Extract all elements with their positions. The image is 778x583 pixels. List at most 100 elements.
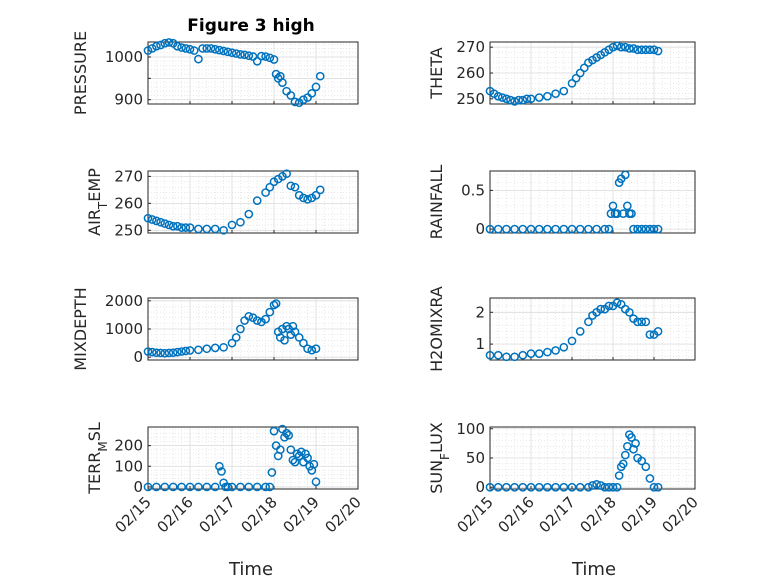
data-point — [286, 445, 296, 455]
x-tick-label: 02/18 — [577, 493, 620, 536]
data-point — [604, 482, 614, 492]
data-point — [164, 38, 174, 47]
data-point — [543, 224, 552, 234]
data-point — [518, 224, 528, 234]
data-point — [596, 481, 606, 490]
data-point — [604, 301, 614, 311]
data-point — [219, 46, 228, 56]
data-point — [210, 44, 220, 54]
data-point — [575, 327, 585, 336]
data-point — [608, 42, 618, 52]
data-point — [559, 224, 569, 234]
x-tick-label: 02/16 — [495, 493, 538, 536]
data-point — [514, 95, 524, 105]
y-tick-label: 0 — [475, 478, 485, 496]
data-point — [584, 482, 593, 492]
data-point — [633, 317, 642, 327]
data-point — [143, 482, 153, 492]
data-point — [493, 482, 503, 492]
data-point — [551, 346, 560, 355]
axes-frame — [147, 41, 359, 105]
data-point — [614, 471, 624, 480]
data-point — [497, 93, 507, 102]
y-tick-label: 270 — [114, 167, 143, 185]
data-point — [584, 224, 593, 234]
data-point — [223, 482, 233, 492]
data-point — [510, 352, 519, 362]
data-point — [227, 482, 237, 492]
data-point — [284, 430, 294, 440]
data-point — [623, 201, 632, 211]
data-point — [645, 474, 655, 483]
x-tick-label: 02/19 — [618, 493, 661, 536]
data-point — [181, 346, 191, 356]
data-point — [265, 53, 275, 63]
data-point — [292, 449, 302, 459]
data-point — [244, 311, 254, 321]
data-point — [185, 44, 195, 54]
data-point — [534, 224, 544, 234]
data-point — [168, 348, 178, 358]
data-point — [244, 482, 254, 492]
data-point — [625, 307, 634, 317]
data-point — [156, 348, 165, 358]
data-point — [526, 482, 536, 492]
data-point — [551, 224, 560, 234]
data-point — [575, 482, 585, 492]
x-axis-label-left: Time — [228, 559, 273, 580]
data-point — [653, 46, 663, 56]
data-point — [641, 462, 651, 472]
data-point — [534, 482, 544, 492]
data-point — [518, 95, 528, 105]
y-axis-label: AIRTEMP — [85, 168, 110, 236]
data-point — [645, 45, 655, 55]
x-axis-label-right: Time — [571, 559, 616, 580]
data-point — [202, 224, 212, 234]
y-tick-label: 1000 — [105, 320, 143, 338]
data-point — [584, 317, 593, 327]
data-point — [147, 44, 157, 53]
data-point — [278, 78, 287, 87]
data-point — [156, 217, 165, 227]
data-point — [181, 223, 191, 232]
y-tick-label: 270 — [456, 38, 485, 56]
axes-frame — [489, 170, 696, 234]
y-axis-label: PRESSURE — [71, 31, 90, 115]
data-point — [592, 479, 601, 489]
y-tick-label: 0 — [133, 348, 143, 366]
data-point — [210, 482, 220, 492]
x-tick-label: 02/18 — [238, 493, 281, 536]
data-point — [608, 482, 618, 492]
x-tick-label: 02/20 — [659, 493, 702, 536]
data-point — [637, 317, 647, 327]
axes-frame — [147, 170, 359, 234]
data-point — [502, 352, 511, 362]
data-point — [206, 44, 216, 53]
subplot-rainfall: 0 0.5 RAINFALL — [427, 165, 696, 239]
data-point — [559, 86, 569, 96]
data-point — [502, 94, 511, 104]
data-point — [311, 190, 321, 200]
data-point — [629, 44, 638, 53]
data-point — [571, 73, 581, 83]
data-point — [189, 46, 199, 55]
data-point — [217, 467, 226, 476]
data-point — [143, 213, 153, 223]
data-point — [567, 482, 577, 492]
data-point — [485, 224, 495, 234]
data-point — [600, 224, 610, 234]
data-point — [160, 219, 170, 228]
data-point — [303, 194, 312, 204]
x-tick-label: 02/16 — [154, 493, 197, 536]
x-tick-label: 02/17 — [536, 493, 579, 536]
data-point — [252, 482, 262, 492]
data-point — [627, 433, 636, 442]
data-point — [215, 45, 224, 55]
y-axis-label: THETA — [427, 47, 446, 99]
data-point — [177, 482, 186, 492]
data-point — [543, 347, 552, 357]
data-point — [265, 307, 275, 317]
y-tick-label: 2 — [475, 303, 485, 321]
data-point — [493, 350, 503, 360]
